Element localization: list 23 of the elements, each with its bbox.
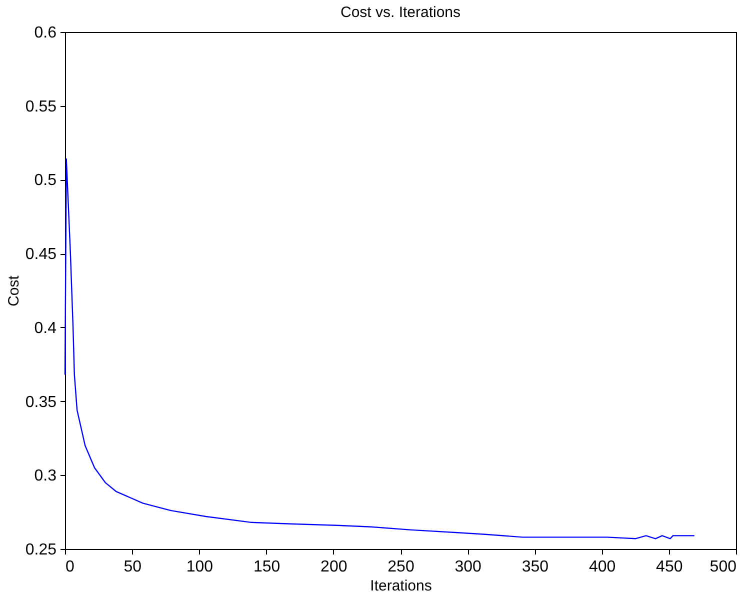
x-tick-label: 250 — [388, 558, 414, 576]
y-tick-label: 0.5 — [34, 172, 57, 190]
y-tick-label: 0.3 — [34, 468, 57, 485]
x-tick-label: 300 — [454, 558, 482, 576]
x-tick-label: 150 — [253, 558, 280, 576]
y-tick-label: 0.45 — [25, 246, 57, 264]
x-axis-title: Iterations — [370, 578, 432, 594]
y-tick-label: 0.4 — [34, 320, 57, 337]
y-tick-label: 0.35 — [25, 394, 57, 411]
x-tick-label: 450 — [656, 558, 683, 576]
x-tick-label: 50 — [124, 558, 142, 576]
y-tick-label: 0.6 — [34, 24, 57, 42]
x-tick-label: 0 — [66, 558, 74, 576]
x-tick-label: 100 — [186, 558, 214, 576]
y-axis-title: Cost — [5, 274, 22, 306]
x-tick-label: 350 — [522, 558, 549, 576]
x-tick-label: 500 — [710, 558, 737, 576]
x-tick-label: 200 — [320, 558, 348, 576]
line-series — [64, 158, 695, 540]
y-tick-label: 0.55 — [25, 98, 57, 116]
y-tick-label: 0.25 — [25, 542, 57, 558]
x-tick-label: 400 — [588, 558, 616, 576]
chart-title: Cost vs. Iterations — [340, 4, 461, 21]
